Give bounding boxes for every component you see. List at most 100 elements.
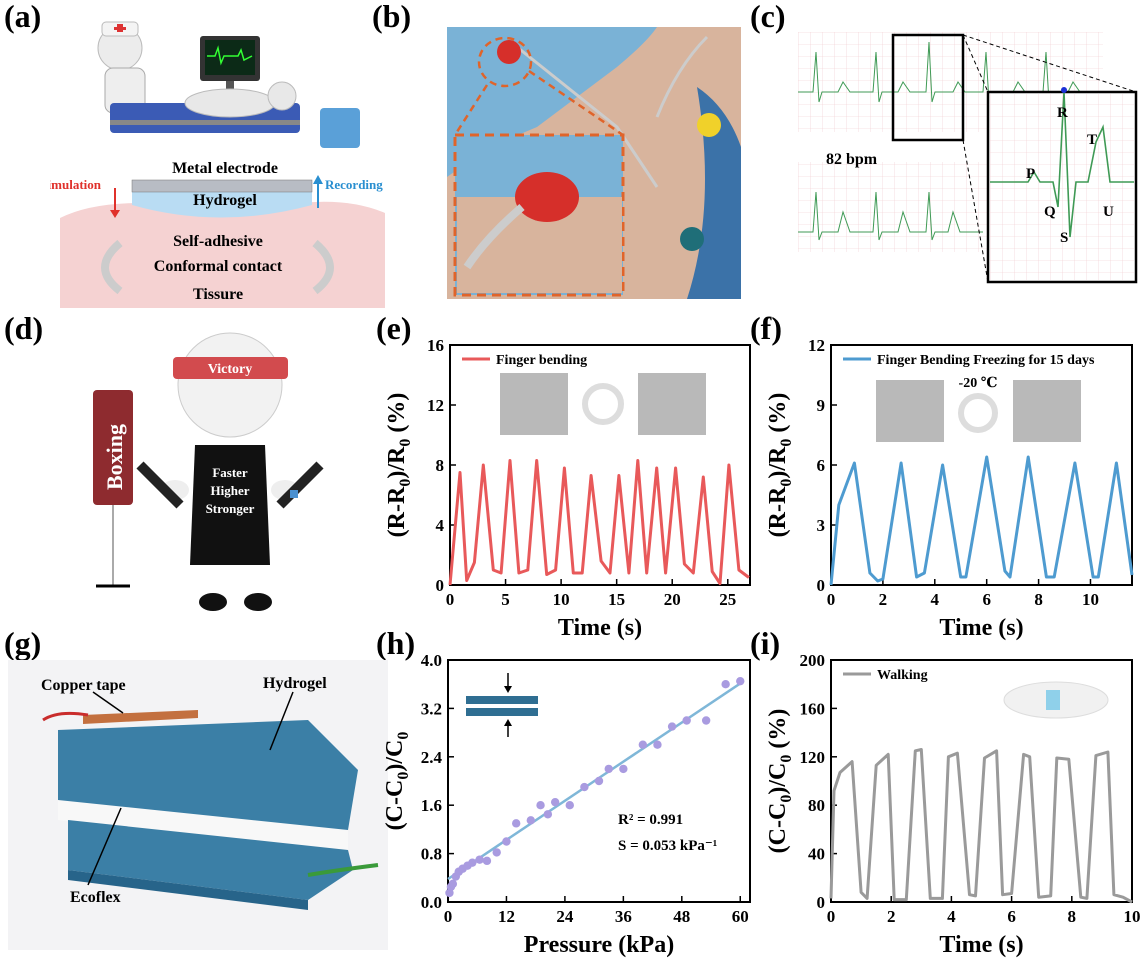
boxing-label: Boxing <box>102 424 127 490</box>
y-tick-label: 0.0 <box>421 893 442 912</box>
cycle-icon <box>958 393 998 433</box>
wave-u: U <box>1103 204 1114 220</box>
y-tick-label: 0 <box>817 576 826 595</box>
x-tick-label: 0 <box>827 907 836 926</box>
series-line <box>829 748 1133 904</box>
x-axis-label: Time (s) <box>939 932 1023 958</box>
panel-b-photo <box>447 27 741 299</box>
x-tick-label: 8 <box>1068 907 1077 926</box>
panel-d-illustration: Boxing Victory Faster Higher Stronger <box>93 332 324 611</box>
data-point <box>667 722 677 731</box>
recording-label: Recording <box>325 177 383 192</box>
y-tick-label: 3.2 <box>421 699 442 718</box>
plot-frame <box>447 659 751 903</box>
x-tick-label: 48 <box>673 907 690 926</box>
legend-label: Finger bending <box>496 353 587 368</box>
data-point <box>550 797 560 807</box>
x-tick-label: 15 <box>608 590 625 609</box>
y-tick-label: 0 <box>436 576 445 595</box>
x-axis-label: Pressure (kPa) <box>524 932 674 958</box>
data-point <box>736 676 745 686</box>
y-tick-label: 12 <box>808 336 825 355</box>
data-point <box>502 837 511 846</box>
data-point <box>682 716 691 725</box>
data-point <box>468 858 477 867</box>
press-arrow-bottom-head <box>504 719 512 726</box>
panel-label-h: (h) <box>376 625 416 661</box>
chart-f: 0 2 4 6 8 10 0 3 6 9 12 Time (s) (R-R0)/R0 (%) Finger… <box>765 336 1134 641</box>
panel-label-i: (i) <box>750 625 781 661</box>
x-tick-label: 10 <box>1124 907 1141 926</box>
x-tick-label: 2 <box>879 590 888 609</box>
insole-sensor <box>1046 690 1060 710</box>
wave-p: P <box>1026 166 1035 182</box>
conformal-contact-label: Conformal contact <box>154 258 283 275</box>
y-tick-label: 40 <box>808 845 825 864</box>
y-tick-label: 6 <box>817 456 826 475</box>
data-point <box>701 716 711 725</box>
finger-photo-straight <box>500 373 568 435</box>
data-point <box>721 680 730 689</box>
motto-higher: Higher <box>211 483 250 498</box>
sensor-icon-bottom <box>466 708 538 716</box>
y-tick-label: 3 <box>817 516 826 535</box>
wave-q: Q <box>1044 204 1056 220</box>
metal-electrode-bar <box>131 179 313 193</box>
left-cycle-arrow <box>101 239 123 295</box>
panel-c-ecg: 82 bpm P Q R S T U <box>798 32 1138 284</box>
freezing-temperature: -20 ℃ <box>959 376 998 391</box>
x-axis-label: Time (s) <box>939 615 1023 641</box>
victory-headband <box>173 357 288 379</box>
y-tick-label: 1.6 <box>421 796 442 815</box>
x-tick-label: 6 <box>1007 907 1016 926</box>
y-tick-label: 160 <box>800 699 826 718</box>
y-tick-label: 200 <box>800 651 826 670</box>
y-tick-label: 120 <box>800 748 826 767</box>
x-axis-label: Time (s) <box>558 615 642 641</box>
data-point <box>653 740 662 749</box>
x-tick-label: 4 <box>931 590 940 609</box>
data-point <box>565 801 574 810</box>
panel-label-a: (a) <box>4 0 42 34</box>
boxing-bag <box>93 390 133 505</box>
x-tick-label: 0 <box>827 590 836 609</box>
sensor-icon-top <box>466 696 538 704</box>
press-arrow-top-head <box>504 686 512 693</box>
chart-i: 0 2 4 6 8 10 0 40 80 120 160 200 Time (s) (C-C0)/C0 (… <box>765 651 1141 958</box>
bpm-label: 82 bpm <box>826 151 878 168</box>
data-point <box>511 819 521 828</box>
data-point <box>482 856 492 866</box>
ecg-trace-top <box>798 41 1103 103</box>
y-tick-label: 9 <box>817 396 826 415</box>
x-tick-label: 10 <box>553 590 570 609</box>
panel-g-illustration: Copper tape Hydrogel Ecoflex <box>8 660 388 950</box>
ecg-trace-bottom <box>798 191 983 241</box>
data-point <box>638 740 648 749</box>
data-point <box>526 816 536 825</box>
y-tick-label: 0 <box>817 893 826 912</box>
y-tick-label: 80 <box>808 796 825 815</box>
chart-h: 0 12 24 36 48 60 0.0 0.8 1.6 2.4 3.2 4.0 Pressure (k… <box>382 651 751 958</box>
y-axis-label: (R-R0)/R0 (%) <box>384 393 414 538</box>
y-tick-label: 12 <box>427 396 444 415</box>
ecg-select-box <box>891 33 965 142</box>
panel-label-c: (c) <box>750 0 786 34</box>
x-tick-label: 8 <box>1034 590 1043 609</box>
tissue-label: Tissure <box>193 286 243 303</box>
x-tick-label: 25 <box>719 590 736 609</box>
x-tick-label: 12 <box>498 907 515 926</box>
series-line <box>829 455 1134 586</box>
y-tick-label: 16 <box>427 336 444 355</box>
x-tick-label: 2 <box>887 907 896 926</box>
data-point <box>594 776 604 786</box>
y-tick-label: 4.0 <box>421 651 442 670</box>
finger-photo-straight <box>876 380 944 442</box>
hydrogel-label-g: Hydrogel <box>263 675 327 692</box>
y-axis-label: (C-C0)/C0 (%) <box>765 709 795 854</box>
nurse-bed-scene <box>97 21 360 148</box>
y-axis-label: (R-R0)/R0 (%) <box>765 393 795 538</box>
x-tick-label: 5 <box>501 590 510 609</box>
data-point <box>448 879 458 889</box>
data-point <box>619 764 628 774</box>
panel-label-e: (e) <box>376 310 412 346</box>
